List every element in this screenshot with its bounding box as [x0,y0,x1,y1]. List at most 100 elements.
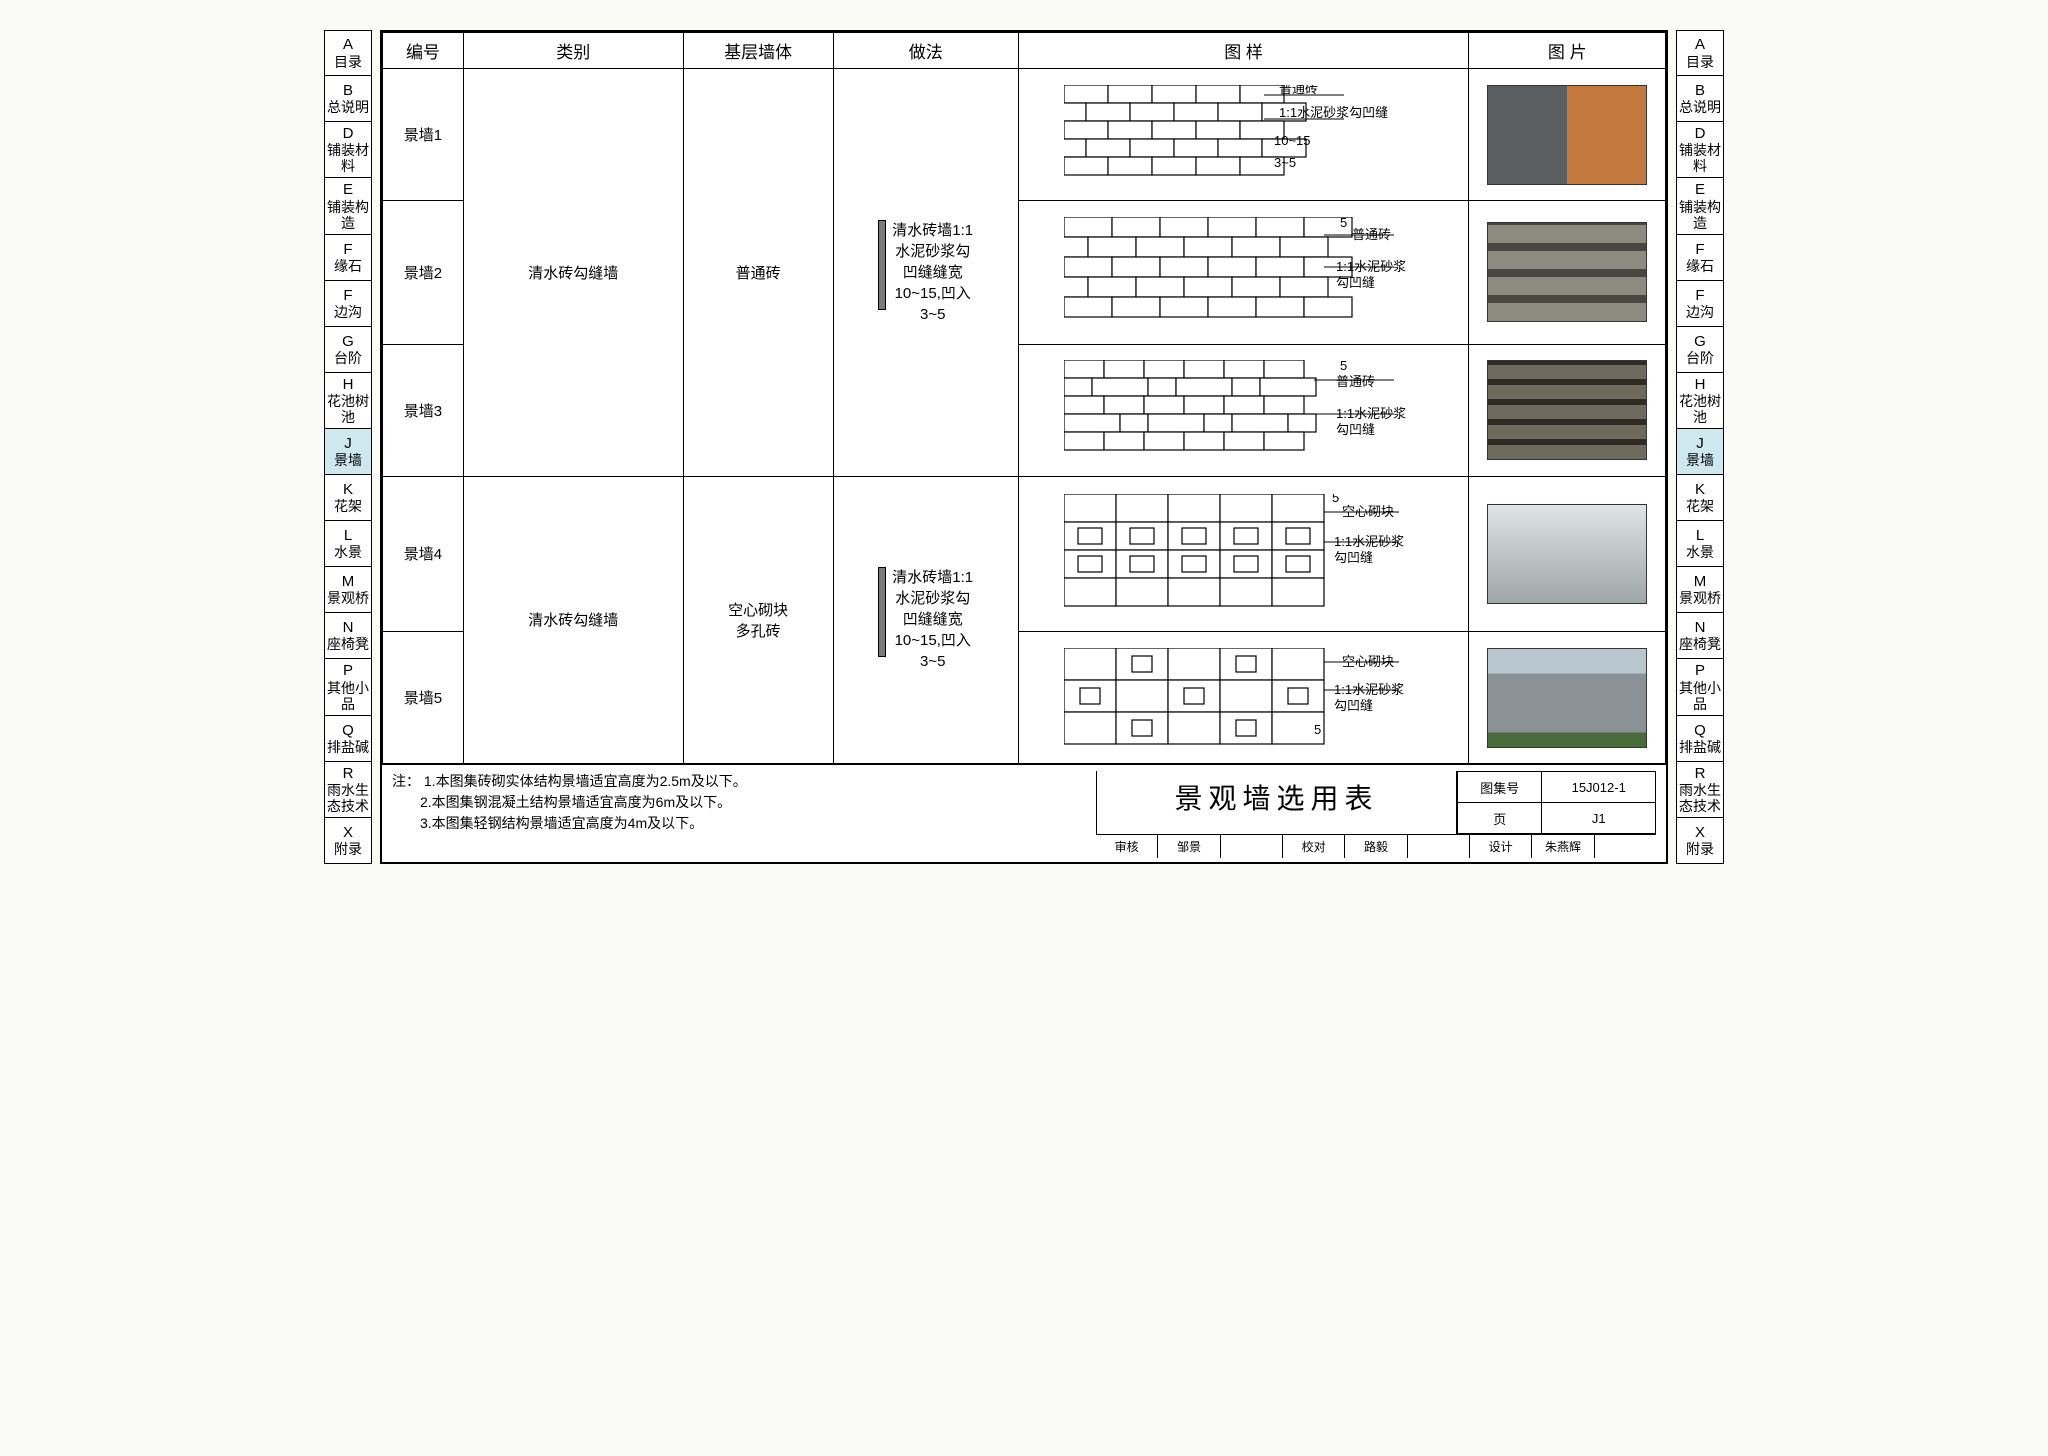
nav-tab-H[interactable]: H花池树池 [1676,373,1724,429]
svg-text:勾凹缝: 勾凹缝 [1334,550,1373,565]
svg-text:1:1水泥砂浆: 1:1水泥砂浆 [1336,406,1406,421]
cell-pattern: 普通砖1:1水泥砂浆勾凹缝10~153~5 [1018,69,1469,201]
nav-tab-E[interactable]: E铺装构造 [324,178,372,234]
sig-7: 朱燕辉 [1531,835,1593,858]
note-2: 2.本图集钢混凝土结构景墙适宜高度为6m及以下。 [420,794,731,810]
svg-text:1:1水泥砂浆: 1:1水泥砂浆 [1334,682,1404,697]
nav-tab-K[interactable]: K花架 [1676,475,1724,521]
cell-base: 空心砌块多孔砖 [683,476,833,763]
nav-tab-A[interactable]: A目录 [1676,30,1724,76]
cell-type: 清水砖勾缝墙 [463,69,683,477]
nav-tab-L[interactable]: L水景 [324,521,372,567]
nav-tab-J[interactable]: J景墙 [1676,429,1724,475]
svg-text:1:1水泥砂浆: 1:1水泥砂浆 [1334,534,1404,549]
nav-tab-J[interactable]: J景墙 [324,429,372,475]
cell-pattern: 空心砌块1:1水泥砂浆勾凹缝5 [1018,632,1469,764]
cell-pattern: 5 普通砖 1:1水泥砂浆勾凹缝 [1018,201,1469,345]
title-block: 注： 1.本图集砖砌实体结构景墙适宜高度为2.5m及以下。 2.本图集钢混凝土结… [382,764,1666,862]
cell-photo [1469,69,1666,201]
cell-num: 景墙4 [383,476,464,631]
main-table: 编号 类别 基层墙体 做法 图 样 图 片 景墙1清水砖勾缝墙普通砖清水砖墙1:… [382,32,1666,764]
cell-photo [1469,632,1666,764]
nav-tab-N[interactable]: N座椅凳 [1676,613,1724,659]
sig-0: 审核 [1096,835,1157,858]
nav-tab-K[interactable]: K花架 [324,475,372,521]
th-pattern: 图 样 [1018,33,1469,69]
nav-left: A目录B总说明D铺装材料E铺装构造F缘石F边沟G台阶H花池树池J景墙K花架L水景… [324,30,372,864]
nav-tab-E[interactable]: E铺装构造 [1676,178,1724,234]
nav-tab-R[interactable]: R雨水生态技术 [324,762,372,818]
svg-text:5: 5 [1340,217,1347,230]
svg-text:3~5: 3~5 [1274,155,1296,170]
svg-text:普通砖: 普通砖 [1336,374,1375,389]
th-photo: 图 片 [1469,33,1666,69]
note-3: 3.本图集轻钢结构景墙适宜高度为4m及以下。 [420,815,703,831]
svg-text:5: 5 [1340,360,1347,373]
page-value: J1 [1542,803,1656,834]
cell-photo [1469,201,1666,345]
cell-pattern: 5空心砌块1:1水泥砂浆勾凹缝 [1018,476,1469,631]
set-label: 图集号 [1458,772,1542,803]
cell-num: 景墙1 [383,69,464,201]
nav-tab-L[interactable]: L水景 [1676,521,1724,567]
svg-text:普通砖: 普通砖 [1352,227,1391,242]
table-row: 景墙1清水砖勾缝墙普通砖清水砖墙1:1水泥砂浆勾凹缝缝宽10~15,凹入3~5普… [383,69,1666,201]
nav-tab-A[interactable]: A目录 [324,30,372,76]
nav-tab-R[interactable]: R雨水生态技术 [1676,762,1724,818]
sig-8 [1594,835,1656,858]
cell-method: 清水砖墙1:1水泥砂浆勾凹缝缝宽10~15,凹入3~5 [833,69,1018,477]
nav-tab-H[interactable]: H花池树池 [324,373,372,429]
sheet-stamp: 图集号 15J012-1 页 J1 [1456,771,1656,834]
nav-tab-X[interactable]: X附录 [1676,818,1724,864]
sig-2 [1220,835,1282,858]
svg-text:5: 5 [1314,722,1321,737]
svg-text:空心砌块: 空心砌块 [1342,504,1394,519]
nav-tab-F[interactable]: F边沟 [1676,281,1724,327]
table-row: 景墙4清水砖勾缝墙空心砌块多孔砖清水砖墙1:1水泥砂浆勾凹缝缝宽10~15,凹入… [383,476,1666,631]
nav-tab-P[interactable]: P其他小品 [1676,659,1724,715]
cell-num: 景墙2 [383,201,464,345]
nav-tab-Q[interactable]: Q排盐碱 [324,716,372,762]
nav-tab-Q[interactable]: Q排盐碱 [1676,716,1724,762]
sheet-title: 景观墙选用表 [1096,771,1456,834]
nav-tab-M[interactable]: M景观桥 [1676,567,1724,613]
nav-tab-P[interactable]: P其他小品 [324,659,372,715]
page-label: 页 [1458,803,1542,834]
nav-tab-D[interactable]: D铺装材料 [324,122,372,178]
svg-text:1:1水泥砂浆: 1:1水泥砂浆 [1336,259,1406,274]
nav-tab-M[interactable]: M景观桥 [324,567,372,613]
nav-tab-F[interactable]: F边沟 [324,281,372,327]
nav-tab-X[interactable]: X附录 [324,818,372,864]
cell-type: 清水砖勾缝墙 [463,476,683,763]
nav-tab-N[interactable]: N座椅凳 [324,613,372,659]
th-method: 做法 [833,33,1018,69]
svg-text:勾凹缝: 勾凹缝 [1336,275,1375,290]
note-1: 1.本图集砖砌实体结构景墙适宜高度为2.5m及以下。 [424,773,747,789]
cell-method: 清水砖墙1:1水泥砂浆勾凹缝缝宽10~15,凹入3~5 [833,476,1018,763]
svg-text:勾凹缝: 勾凹缝 [1336,422,1375,437]
cell-pattern: 5普通砖 1:1水泥砂浆勾凹缝 [1018,344,1469,476]
nav-tab-F[interactable]: F缘石 [324,235,372,281]
sig-5 [1407,835,1469,858]
nav-tab-F[interactable]: F缘石 [1676,235,1724,281]
cell-base: 普通砖 [683,69,833,477]
cell-num: 景墙5 [383,632,464,764]
nav-tab-B[interactable]: B总说明 [1676,76,1724,122]
sig-6: 设计 [1469,835,1531,858]
nav-tab-B[interactable]: B总说明 [324,76,372,122]
notes: 注： 1.本图集砖砌实体结构景墙适宜高度为2.5m及以下。 2.本图集钢混凝土结… [392,771,1096,834]
nav-right: A目录B总说明D铺装材料E铺装构造F缘石F边沟G台阶H花池树池J景墙K花架L水景… [1676,30,1724,864]
th-num: 编号 [383,33,464,69]
note-lead: 注： [392,773,420,789]
nav-tab-G[interactable]: G台阶 [1676,327,1724,373]
nav-tab-G[interactable]: G台阶 [324,327,372,373]
th-type: 类别 [463,33,683,69]
nav-tab-D[interactable]: D铺装材料 [1676,122,1724,178]
drawing-frame: 编号 类别 基层墙体 做法 图 样 图 片 景墙1清水砖勾缝墙普通砖清水砖墙1:… [380,30,1668,864]
sig-4: 路毅 [1344,835,1406,858]
set-value: 15J012-1 [1542,772,1656,803]
cell-photo [1469,344,1666,476]
signature-row: 审核 邹景 校对 路毅 设计 朱燕辉 [1096,834,1656,858]
sig-3: 校对 [1282,835,1344,858]
svg-text:空心砌块: 空心砌块 [1342,654,1394,669]
